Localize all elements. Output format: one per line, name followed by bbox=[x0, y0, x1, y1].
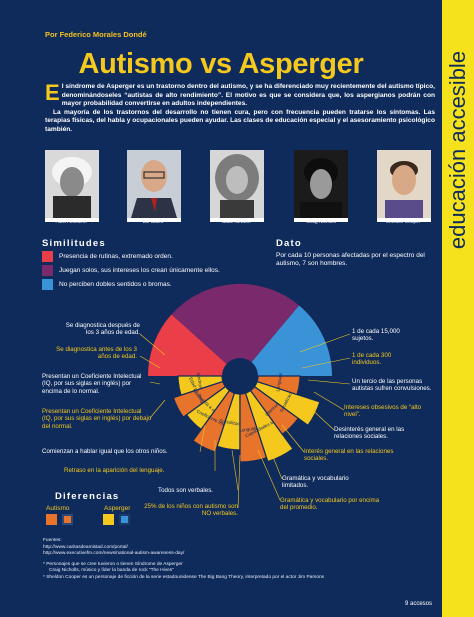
label-diagnostico-despues: Se diagnostica después de los 3 años de … bbox=[65, 322, 140, 337]
legend-label: Juegan solos, sus intereses los crean ún… bbox=[59, 267, 220, 274]
leader-line bbox=[307, 379, 351, 385]
label-intereses-obsesivos: Intereses obsesivos de “alto nivel”. bbox=[344, 404, 422, 419]
label-gramatica-limitada: Gramática y vocabulario limitados. bbox=[282, 475, 349, 490]
leader-line bbox=[305, 403, 335, 431]
diferencias-heading: Diferencias bbox=[55, 491, 120, 502]
similitud-item-3: No perciben dobles sentidos o bromas. bbox=[42, 279, 172, 290]
wheel-top bbox=[147, 283, 332, 376]
wheel-segment-rutinas bbox=[147, 314, 240, 376]
leader-line bbox=[231, 449, 239, 491]
similitud-item-1: Presencia de rutinas, extremado orden. bbox=[42, 251, 173, 262]
label-gramatica-encima: Gramática y vocabulario por encima del p… bbox=[280, 497, 380, 512]
photo-cooper: Sheldon Cooper* bbox=[377, 150, 431, 225]
dato-text: Por cada 10 personas afectadas por el es… bbox=[276, 252, 425, 267]
label-convulsiones: Un tercio de las personas autistas sufre… bbox=[352, 378, 432, 393]
leader-line bbox=[237, 454, 241, 509]
source-link[interactable]: http://www.caritasdeamistad.com/portal/ bbox=[43, 544, 128, 550]
wheel-segment-juegan-solos bbox=[171, 283, 300, 376]
autismo-swatch-2 bbox=[62, 514, 73, 525]
page-number: 9 accesos bbox=[404, 601, 432, 607]
label-todos-verbales: Todos son verbales. bbox=[158, 487, 214, 494]
similitud-item-2: Juegan solos, sus intereses los crean ún… bbox=[42, 265, 220, 276]
photo-nicholls: Craig Nicholls bbox=[294, 150, 348, 225]
asperger-label: Asperger bbox=[104, 505, 131, 512]
legend-label: Presencia de rutinas, extremado orden. bbox=[59, 253, 173, 260]
label-iq-debajo: Presentan un Coeficiente Intelectual (IQ… bbox=[42, 408, 152, 430]
autismo-swatch-1 bbox=[46, 514, 57, 525]
source-link[interactable]: http://www.executivefm.com/news/national… bbox=[43, 551, 185, 557]
wheel-center bbox=[222, 358, 258, 394]
leader-line bbox=[149, 399, 166, 419]
wheel-wedge-label: Lenguaje bbox=[275, 372, 283, 392]
leader-line bbox=[281, 424, 305, 453]
leader-line bbox=[265, 439, 283, 480]
leader-line bbox=[139, 333, 166, 356]
sources-label: Fuentes: bbox=[43, 538, 62, 543]
label-interes-social: Interés general en las relaciones social… bbox=[304, 448, 394, 463]
asperger-swatch-2 bbox=[119, 514, 130, 525]
intro-paragraph-1: l síndrome de Asperger es un trastorno d… bbox=[61, 83, 435, 108]
footnote: * Sheldon Cooper es un personaje de ficc… bbox=[43, 574, 325, 580]
legend-label: No perciben dobles sentidos o bromas. bbox=[59, 281, 172, 288]
photo-strip: Albert Einstein* Bill Gates* Isaac Newto… bbox=[40, 150, 440, 232]
leader-line bbox=[139, 355, 161, 369]
similitudes-heading: Similitudes bbox=[42, 238, 106, 249]
legend-swatch bbox=[42, 251, 53, 262]
photo-caption: Bill Gates* bbox=[142, 220, 166, 225]
page-title: Autismo vs Asperger bbox=[78, 48, 364, 80]
dato-heading: Dato bbox=[276, 238, 302, 249]
leader-line bbox=[199, 424, 206, 453]
footnote: Craig Nicholls, músico y líder la banda … bbox=[49, 568, 174, 574]
legend-swatch bbox=[42, 265, 53, 276]
leader-line bbox=[299, 333, 351, 353]
label-desinteres-social: Desinterés general en las relaciones soc… bbox=[334, 426, 405, 441]
footnote: * Personajes que se cree tuvieron o tien… bbox=[43, 561, 183, 567]
dropcap: E bbox=[45, 80, 60, 105]
label-1-de-300: 1 de cada 300 individuos. bbox=[352, 352, 392, 367]
leader-line bbox=[149, 381, 161, 385]
sidebar: educación accesible bbox=[442, 0, 474, 617]
autismo-label: Autismo bbox=[46, 505, 70, 512]
label-diagnostico-antes: Se diagnostica antes de los 3 años de ed… bbox=[56, 346, 137, 361]
wheel-segment-bromas bbox=[240, 305, 332, 376]
sources: Fuentes: http://www.caritasdeamistad.com… bbox=[43, 538, 433, 582]
label-retraso-lenguaje: Retraso en la aparición del lenguaje. bbox=[64, 467, 165, 474]
intro-paragraph-2: La mayoría de los trastornos del desarro… bbox=[45, 108, 435, 133]
asperger-swatch-1 bbox=[103, 514, 114, 525]
photo-einstein: Albert Einstein* bbox=[45, 150, 99, 225]
label-no-verbales: 25% de los niños con autismo son NO verb… bbox=[144, 503, 238, 518]
wheel-wedge-label: Síndrome bbox=[196, 372, 204, 393]
photo-caption: Albert Einstein* bbox=[55, 220, 89, 225]
wheel-wedge-label: Socialización bbox=[219, 418, 247, 427]
leader-line bbox=[313, 391, 345, 411]
photo-newton: Isaac Newton* bbox=[210, 150, 264, 225]
leader-line bbox=[301, 357, 351, 369]
author-byline: Por Federico Morales Dondé bbox=[45, 30, 147, 39]
photo-caption: Sheldon Cooper* bbox=[385, 220, 423, 225]
label-hablar-igual: Comienzan a hablar igual que los otros n… bbox=[42, 448, 168, 455]
leader-lines bbox=[139, 333, 351, 509]
leader-line bbox=[257, 449, 281, 501]
photo-caption: Isaac Newton* bbox=[221, 220, 253, 225]
label-iq-encima: Presentan un Coeficiente Intelectual (IQ… bbox=[42, 373, 142, 395]
wheel-wedge-label: Lenguaje bbox=[239, 425, 259, 433]
legend-swatch bbox=[42, 279, 53, 290]
intro-text: E l síndrome de Asperger es un trastorno… bbox=[45, 80, 435, 135]
photo-caption: Craig Nicholls bbox=[306, 220, 336, 225]
label-1-de-15000: 1 de cada 15,000 sujetos. bbox=[352, 328, 400, 343]
photo-gates: Bill Gates* bbox=[127, 150, 181, 225]
